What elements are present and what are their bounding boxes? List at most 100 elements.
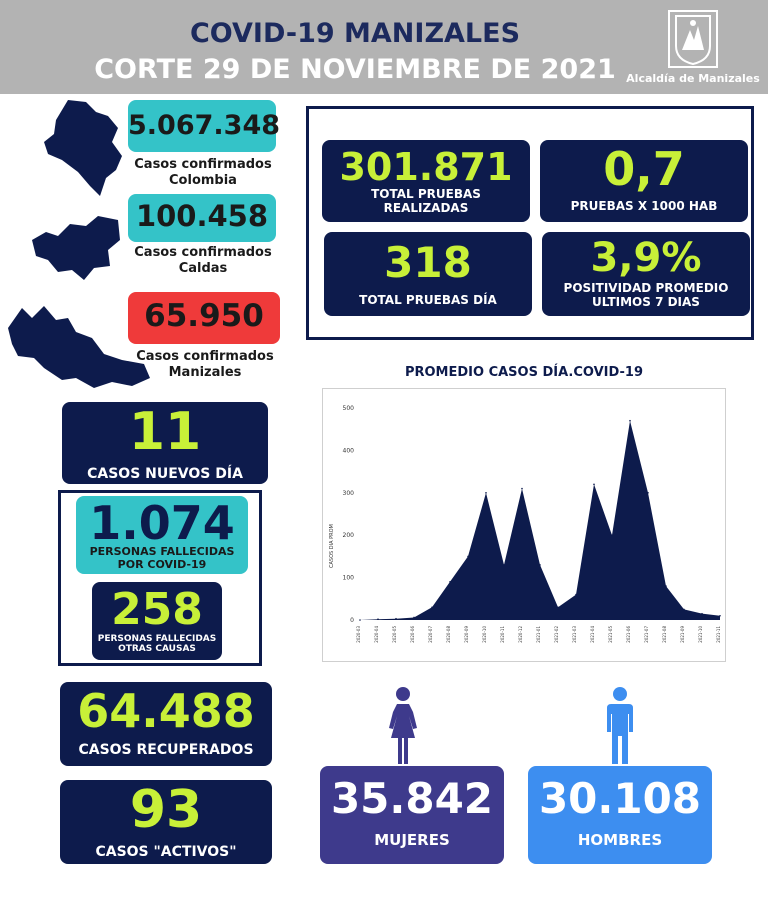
- x-tick-label: 2020-08: [446, 626, 451, 643]
- page-subtitle: CORTE 29 DE NOVIEMBRE DE 2021: [94, 54, 616, 85]
- coat-of-arms-icon: [668, 10, 718, 68]
- data-point: [467, 555, 469, 558]
- active-cases-card: 93 CASOS "ACTIVOS": [60, 780, 272, 864]
- data-point: [485, 492, 487, 494]
- other-deaths-card: 258 PERSONAS FALLECIDAS OTRAS CAUSAS: [92, 582, 222, 660]
- positivity-label1: POSITIVIDAD PROMEDIO: [563, 281, 729, 295]
- recovered-value: 64.488: [77, 684, 255, 738]
- data-point: [539, 564, 541, 566]
- colombia-cases-value: 5.067.348: [128, 110, 281, 141]
- x-tick-label: 2020-09: [464, 626, 469, 643]
- caldas-cases-box: 100.458: [128, 194, 276, 242]
- active-cases-label: CASOS "ACTIVOS": [95, 844, 237, 860]
- data-point: [611, 534, 613, 536]
- tests-panel: [306, 106, 754, 340]
- colombia-cases-label2: Colombia: [169, 173, 237, 188]
- manizales-cases-label1: Casos confirmados: [136, 349, 274, 364]
- data-point: [503, 564, 505, 566]
- cases-chart: CASOS DIA PROM 0 100 200 300 400 500 2020-03 2…: [322, 388, 726, 662]
- active-cases-value: 93: [129, 780, 203, 840]
- x-tick-label: 2020-10: [482, 626, 487, 643]
- men-value: 30.108: [538, 774, 702, 823]
- caldas-map-icon: [32, 216, 120, 280]
- colombia-map-icon: [44, 100, 122, 196]
- y-tick-label: 500: [343, 405, 355, 412]
- other-deaths-value: 258: [111, 584, 203, 635]
- x-tick-label: 2020-04: [374, 626, 379, 643]
- cases-area-series: [360, 420, 720, 620]
- tests-per-1000-label: PRUEBAS X 1000 HAB: [570, 199, 718, 213]
- tests-per-1000-value: 0,7: [603, 142, 685, 196]
- chart-title: PROMEDIO CASOS DÍA.COVID-19: [404, 365, 644, 380]
- x-tick-label: 2021-01: [536, 626, 541, 643]
- data-point: [593, 483, 595, 486]
- positivity-value: 3,9%: [590, 235, 702, 281]
- logo-text: Alcaldía de Manizales: [626, 72, 760, 85]
- other-deaths-label2: OTRAS CAUSAS: [118, 644, 196, 655]
- x-tick-label: 2021-02: [554, 626, 559, 643]
- positivity-label2: ULTIMOS 7 DIAS: [592, 294, 700, 309]
- data-point: [647, 492, 649, 494]
- data-point: [557, 606, 559, 609]
- women-label: MUJERES: [374, 831, 450, 849]
- covid-deaths-card: 1.074 PERSONAS FALLECIDAS POR COVID-19: [76, 496, 248, 574]
- daily-tests-value: 318: [384, 238, 472, 287]
- colombia-cases-label1: Casos confirmados: [134, 157, 272, 172]
- data-point: [683, 608, 685, 611]
- data-point: [719, 614, 721, 617]
- tests-per-1000-card: 0,7 PRUEBAS X 1000 HAB: [540, 140, 748, 222]
- x-tick-label: 2020-11: [500, 626, 505, 643]
- other-deaths-label1: PERSONAS FALLECIDAS: [97, 634, 217, 644]
- caldas-cases-label2: Caldas: [178, 261, 228, 276]
- x-tick-label: 2021-05: [608, 626, 613, 643]
- data-point: [521, 487, 523, 490]
- data-point: [413, 616, 415, 619]
- new-cases-label: CASOS NUEVOS DÍA: [87, 466, 243, 482]
- x-tick-label: 2020-05: [392, 626, 397, 643]
- covid-deaths-label1: PERSONAS FALLECIDAS: [89, 545, 235, 558]
- x-tick-label: 2021-09: [680, 626, 685, 643]
- y-tick-label: 300: [343, 490, 355, 497]
- new-cases-value: 11: [128, 402, 202, 462]
- data-point: [377, 618, 379, 620]
- x-tick-label: 2020-03: [356, 626, 361, 643]
- men-card: 30.108 HOMBRES: [528, 766, 712, 864]
- data-point: [665, 585, 667, 587]
- women-card: 35.842 MUJERES: [320, 766, 504, 864]
- total-tests-label2: REALIZADAS: [383, 200, 469, 215]
- colombia-cases-box: 5.067.348: [128, 100, 281, 152]
- y-tick-label: 200: [343, 532, 355, 539]
- manizales-cases-value: 65.950: [144, 298, 264, 334]
- manizales-cases-label2: Manizales: [168, 365, 242, 380]
- total-tests-label1: TOTAL PRUEBAS: [371, 187, 481, 201]
- y-tick-label: 0: [350, 617, 354, 624]
- x-tick-label: 2021-04: [590, 626, 595, 643]
- data-point: [449, 581, 451, 583]
- women-value: 35.842: [330, 774, 494, 823]
- x-tick-label: 2020-07: [428, 626, 433, 643]
- daily-tests-label: TOTAL PRUEBAS DÍA: [359, 293, 497, 307]
- data-point: [629, 419, 631, 422]
- chart-ylabel: CASOS DIA PROM: [329, 524, 335, 568]
- header-banner: [0, 0, 768, 94]
- data-point: [395, 617, 397, 620]
- men-label: HOMBRES: [577, 831, 663, 849]
- covid-deaths-label2: POR COVID-19: [117, 557, 207, 571]
- x-tick-label: 2020-12: [518, 626, 523, 643]
- x-tick-label: 2021-10: [698, 626, 703, 643]
- total-tests-card: 301.871 TOTAL PRUEBAS REALIZADAS: [322, 140, 530, 222]
- data-point: [431, 606, 433, 609]
- x-tick-label: 2021-07: [644, 626, 649, 643]
- caldas-cases-label1: Casos confirmados: [134, 245, 272, 260]
- y-tick-label: 100: [343, 575, 355, 582]
- deaths-panel: [58, 490, 262, 666]
- x-tick-label: 2021-03: [572, 626, 577, 643]
- positivity-card: 3,9% POSITIVIDAD PROMEDIO ULTIMOS 7 DIAS: [542, 232, 750, 316]
- manizales-map-icon: [8, 306, 150, 388]
- data-point: [359, 619, 361, 621]
- recovered-label: CASOS RECUPERADOS: [78, 742, 254, 758]
- covid-deaths-value: 1.074: [89, 496, 235, 550]
- daily-tests-card: 318 TOTAL PRUEBAS DÍA: [324, 232, 532, 316]
- recovered-card: 64.488 CASOS RECUPERADOS: [60, 682, 272, 766]
- caldas-cases-value: 100.458: [135, 199, 269, 233]
